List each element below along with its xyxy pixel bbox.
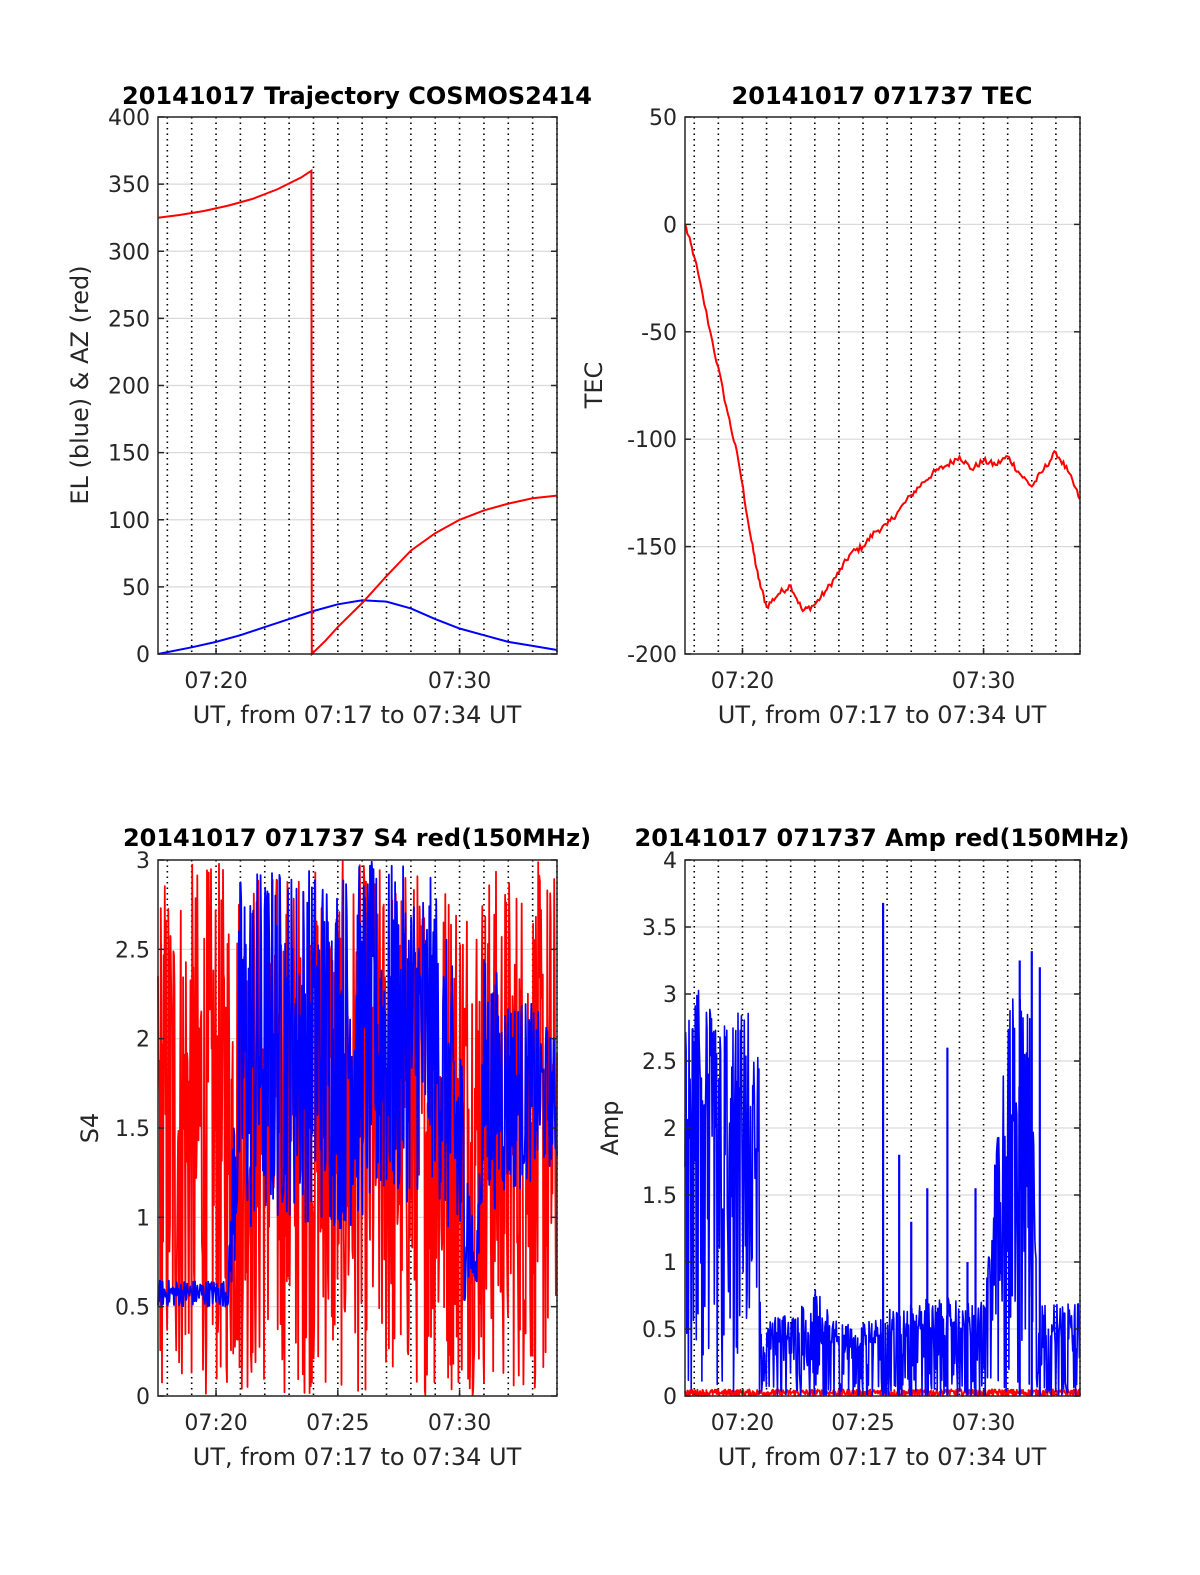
s4-ytick-label: 3 [136,849,150,874]
tec-xlabel: UT, from 07:17 to 07:34 UT [718,701,1047,729]
s4-ytick-label: 1 [136,1206,150,1231]
tec-ytick-label: 0 [663,213,677,238]
trajectory-series-0-line [157,599,558,655]
tec-title: 20141017 071737 TEC [732,82,1033,110]
tec-ytick-label: -100 [627,428,677,453]
trajectory-title: 20141017 Trajectory COSMOS2414 [122,82,592,110]
trajectory-ytick-label: 150 [108,442,150,467]
tec-ytick-label: -150 [627,536,677,561]
tec-ylabel: TEC [580,362,608,410]
s4-xtick-label: 07:30 [428,1411,491,1436]
s4-xlabel: UT, from 07:17 to 07:34 UT [193,1443,522,1471]
tec-xtick-label: 07:30 [952,669,1015,694]
s4-xtick-label: 07:25 [306,1411,369,1436]
amp-xtick-label: 07:20 [711,1411,774,1436]
amp-title: 20141017 071737 Amp red(150MHz) [635,824,1130,852]
trajectory-series-1-line [157,168,558,657]
s4-ylabel: S4 [76,1113,104,1144]
trajectory-ytick-label: 50 [122,576,150,601]
trajectory-ytick-label: 300 [108,240,150,265]
s4-ytick-label: 0 [136,1385,150,1410]
trajectory-ylabel: EL (blue) & AZ (red) [66,265,94,504]
panel-trajectory: 20141017 Trajectory COSMOS2414 EL (blue)… [66,82,592,729]
panel-amp: 20141017 071737 Amp red(150MHz) Amp UT, … [596,824,1129,1471]
tec-ytick-label: -200 [627,643,677,668]
amp-xtick-label: 07:30 [952,1411,1015,1436]
trajectory-ytick-label: 100 [108,509,150,534]
s4-title: 20141017 071737 S4 red(150MHz) [123,824,591,852]
trajectory-ytick-label: 250 [108,307,150,332]
trajectory-ytick-label: 350 [108,173,150,198]
tec-ytick-label: 50 [649,106,677,131]
s4-ytick-label: 1.5 [115,1117,150,1142]
amp-ytick-label: 2.5 [642,1050,677,1075]
amp-ytick-label: 1 [663,1251,677,1276]
amp-xlabel: UT, from 07:17 to 07:34 UT [718,1443,1047,1471]
amp-ytick-label: 0.5 [642,1318,677,1343]
amp-xtick-label: 07:25 [831,1411,894,1436]
panel-s4: 20141017 071737 S4 red(150MHz) S4 UT, fr… [76,824,591,1471]
trajectory-ytick-label: 400 [108,106,150,131]
s4-ytick-label: 0.5 [115,1296,150,1321]
amp-ytick-label: 3.5 [642,916,677,941]
amp-ytick-label: 0 [663,1385,677,1410]
trajectory-xlabel: UT, from 07:17 to 07:34 UT [193,701,522,729]
s4-xtick-label: 07:20 [184,1411,247,1436]
tec-ytick-label: -50 [641,321,677,346]
tec-series-0-line [684,224,1081,613]
amp-ytick-label: 4 [663,849,677,874]
amp-ytick-label: 3 [663,983,677,1008]
amp-ylabel: Amp [596,1100,624,1155]
panel-tec: 20141017 071737 TEC TEC UT, from 07:17 t… [580,82,1081,729]
s4-ytick-label: 2 [136,1028,150,1053]
trajectory-xtick-label: 07:30 [428,669,491,694]
s4-series-1-trace [157,860,558,1308]
trajectory-ytick-label: 200 [108,375,150,400]
trajectory-xtick-label: 07:20 [184,669,247,694]
tec-axes-box [684,116,1081,655]
trajectory-ytick-label: 0 [136,643,150,668]
amp-ytick-label: 2 [663,1117,677,1142]
s4-ytick-label: 2.5 [115,938,150,963]
amp-ytick-label: 1.5 [642,1184,677,1209]
tec-xtick-label: 07:20 [711,669,774,694]
